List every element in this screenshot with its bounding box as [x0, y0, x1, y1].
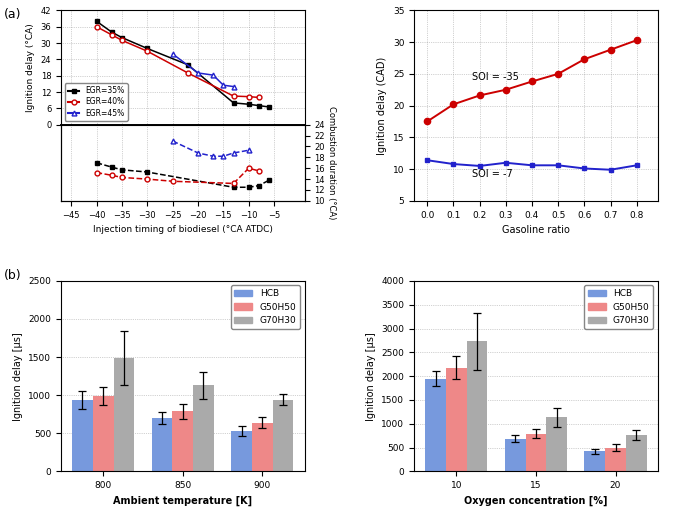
Bar — [446, 368, 466, 471]
Bar — [546, 417, 567, 471]
Y-axis label: Combustion duration (°CA): Combustion duration (°CA) — [327, 106, 336, 220]
Legend: HCB, G50H50, G70H30: HCB, G50H50, G70H30 — [584, 285, 653, 328]
Bar — [93, 396, 113, 471]
Bar — [466, 341, 487, 471]
X-axis label: Oxygen concentration [%]: Oxygen concentration [%] — [464, 496, 607, 506]
Bar — [525, 434, 546, 471]
Text: (b): (b) — [3, 269, 21, 282]
X-axis label: Injection timing of biodiesel (°CA ATDC): Injection timing of biodiesel (°CA ATDC) — [93, 225, 273, 234]
Bar — [113, 358, 134, 471]
Y-axis label: Ignition delay [μs]: Ignition delay [μs] — [13, 332, 23, 421]
Bar — [72, 400, 93, 471]
Legend: EGR=35%, EGR=40%, EGR=45%: EGR=35%, EGR=40%, EGR=45% — [65, 83, 127, 121]
X-axis label: Gasoline ratio: Gasoline ratio — [502, 225, 570, 235]
X-axis label: Ambient temperature [K]: Ambient temperature [K] — [113, 496, 252, 506]
Bar — [231, 431, 252, 471]
Text: SOI = -35: SOI = -35 — [472, 72, 519, 82]
Bar — [505, 439, 525, 471]
Y-axis label: Ignition delay (°CA): Ignition delay (°CA) — [26, 23, 35, 112]
Bar — [152, 418, 172, 471]
Bar — [252, 423, 273, 471]
Text: (a): (a) — [3, 8, 21, 21]
Bar — [425, 379, 446, 471]
Y-axis label: Ignition delay [μs]: Ignition delay [μs] — [366, 332, 376, 421]
Bar — [172, 411, 193, 471]
Text: SOI = -7: SOI = -7 — [472, 169, 513, 179]
Legend: HCB, G50H50, G70H30: HCB, G50H50, G70H30 — [231, 285, 300, 328]
Y-axis label: Ignition delay (CAD): Ignition delay (CAD) — [378, 56, 387, 155]
Bar — [626, 435, 647, 471]
Bar — [584, 451, 605, 471]
Bar — [273, 400, 294, 471]
Bar — [193, 385, 214, 471]
Bar — [605, 448, 626, 471]
